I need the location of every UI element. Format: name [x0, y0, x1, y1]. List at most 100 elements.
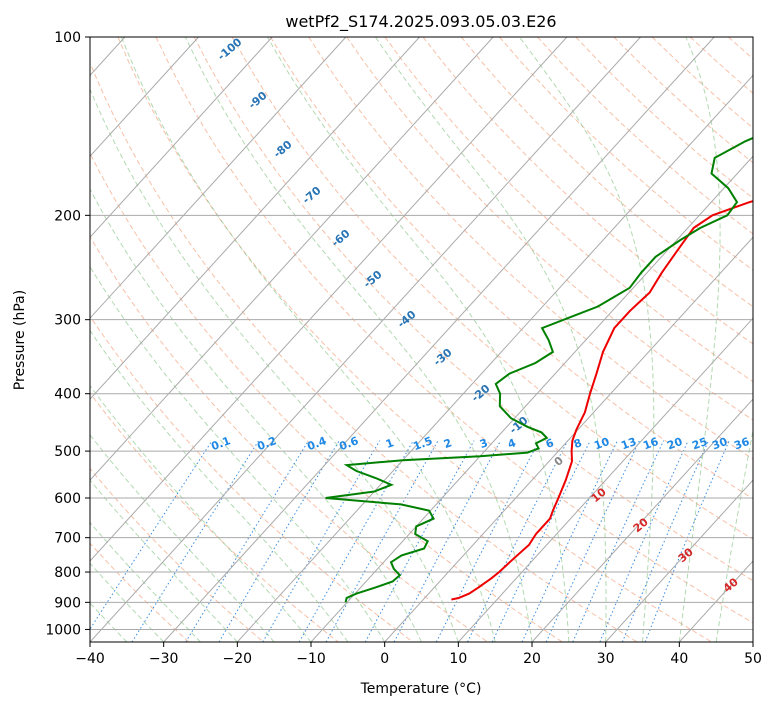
- x-tick-label: 30: [597, 651, 615, 667]
- dry-adiabat: [90, 152, 563, 642]
- mixing-ratio-line: [467, 440, 569, 642]
- isotherm: [384, 236, 753, 642]
- y-tick-label: 200: [54, 208, 81, 224]
- dry-adiabat: [117, 37, 712, 642]
- dewpoint-line: [325, 136, 753, 603]
- isotherm: [236, 74, 753, 642]
- isotherm: [90, 37, 347, 319]
- mixing-ratio-label: 20: [665, 435, 684, 453]
- dry-adiabat: [422, 37, 753, 345]
- dry-adiabat: [384, 37, 753, 383]
- plot-frame: [89, 36, 754, 643]
- mixing-ratio-label: 6: [544, 436, 556, 451]
- y-tick-label: 400: [54, 387, 81, 403]
- x-tick-label: −40: [75, 651, 105, 667]
- dry-adiabat: [90, 61, 638, 642]
- mixing-ratio-label: 1: [384, 436, 396, 451]
- mixing-ratio-line: [364, 440, 475, 642]
- mixing-ratio-line: [131, 440, 260, 642]
- x-tick-label: −30: [149, 651, 179, 667]
- y-tick-label: 300: [54, 313, 81, 329]
- mixing-ratio-label: 0.2: [255, 434, 278, 453]
- mixing-ratio-line: [298, 440, 414, 642]
- y-axis-label: Pressure (hPa): [12, 290, 28, 390]
- mixing-ratio-line: [185, 440, 310, 642]
- mixing-ratio-label: 0.4: [305, 434, 328, 453]
- line-annotations: -100-90-80-70-60-50-40-30-20-10010203040…: [209, 35, 751, 595]
- x-axis-label: Temperature (°C): [360, 681, 482, 697]
- mixing-ratio-line: [218, 440, 340, 642]
- mixing-ratio-label: 3: [478, 436, 490, 451]
- dry-adiabat: [90, 467, 264, 642]
- moist-adiabat: [90, 265, 386, 642]
- x-tick-label: 20: [523, 651, 541, 667]
- y-tick-label: 1000: [45, 622, 81, 638]
- y-axis: 100 200 300 400 500 600 700 800 900 1000: [45, 30, 90, 638]
- mixing-ratio-label: 4: [506, 436, 518, 451]
- isotherm: [90, 37, 273, 238]
- mixing-ratio-label: 0.6: [337, 434, 360, 453]
- x-tick-label: −20: [223, 651, 253, 667]
- isotherm: [605, 479, 753, 642]
- isotherm: [310, 155, 753, 642]
- mixing-ratio-label: 2: [442, 436, 454, 451]
- dry-adiabat: [193, 37, 753, 582]
- moist-adiabat: [90, 562, 165, 642]
- x-tick-label: −10: [296, 651, 326, 667]
- y-tick-label: 600: [54, 491, 81, 507]
- moist-adiabat: [120, 37, 496, 642]
- temperature-line: [451, 200, 753, 601]
- moist-adiabat: [90, 434, 275, 642]
- chart-title: wetPf2_S174.2025.093.05.03.E26: [285, 12, 556, 32]
- mixing-ratio-line: [262, 440, 381, 642]
- x-tick-label: 50: [744, 651, 762, 667]
- moist-adiabat: [90, 329, 349, 642]
- profile-lines: [325, 136, 753, 603]
- mixing-ratio-label: 10: [592, 435, 611, 453]
- mixing-ratio-label: 30: [710, 435, 729, 453]
- moist-adiabat: [678, 37, 721, 642]
- moist-adiabat: [90, 479, 238, 642]
- mixing-ratio-label: 0.1: [209, 434, 232, 453]
- isotherm: [531, 398, 753, 642]
- dry-adiabat: [308, 37, 753, 460]
- x-tick-label: 40: [670, 651, 688, 667]
- y-tick-label: 700: [54, 531, 81, 547]
- moist-adiabat: [90, 88, 459, 642]
- mixing-ratio-label: 8: [572, 436, 584, 451]
- y-tick-label: 500: [54, 444, 81, 460]
- mixing-ratio-line: [90, 440, 213, 631]
- background-lines: [90, 37, 753, 642]
- isotherm: [90, 37, 641, 642]
- mixing-ratio-line: [621, 440, 710, 642]
- isotherm: [90, 37, 420, 400]
- isotherm: [90, 37, 494, 481]
- mixing-ratio-label: 13: [619, 435, 638, 452]
- mixing-ratio-line: [491, 440, 591, 642]
- mixing-ratio-label: 16: [641, 435, 660, 453]
- moist-adiabat: [715, 427, 753, 642]
- x-tick-label: 0: [380, 651, 389, 667]
- isotherm: [163, 37, 715, 642]
- dry-adiabat: [155, 37, 753, 624]
- isotherm: [457, 317, 753, 642]
- x-axis: −40 −30 −20 −10 0 10 20 30 40 50: [75, 642, 762, 667]
- moist-adiabat: [267, 37, 570, 642]
- y-tick-label: 900: [54, 595, 81, 611]
- moist-adiabat: [375, 37, 607, 642]
- grid-lines: [90, 37, 753, 642]
- dry-adiabat: [460, 37, 753, 308]
- mixing-ratio-line: [572, 440, 665, 642]
- isotherm: [90, 37, 568, 562]
- moist-adiabat: [90, 521, 201, 642]
- mixing-ratio-line: [545, 440, 640, 642]
- mixing-ratio-label: 1.5: [411, 434, 434, 453]
- x-tick-label: 10: [449, 651, 467, 667]
- mixing-ratio-line: [325, 440, 439, 642]
- moist-adiabat: [518, 37, 655, 642]
- mixing-ratio-label: 25: [690, 435, 709, 452]
- y-tick-label: 800: [54, 565, 81, 581]
- mixing-ratio-label: 36: [732, 435, 751, 453]
- moist-adiabat: [90, 188, 422, 642]
